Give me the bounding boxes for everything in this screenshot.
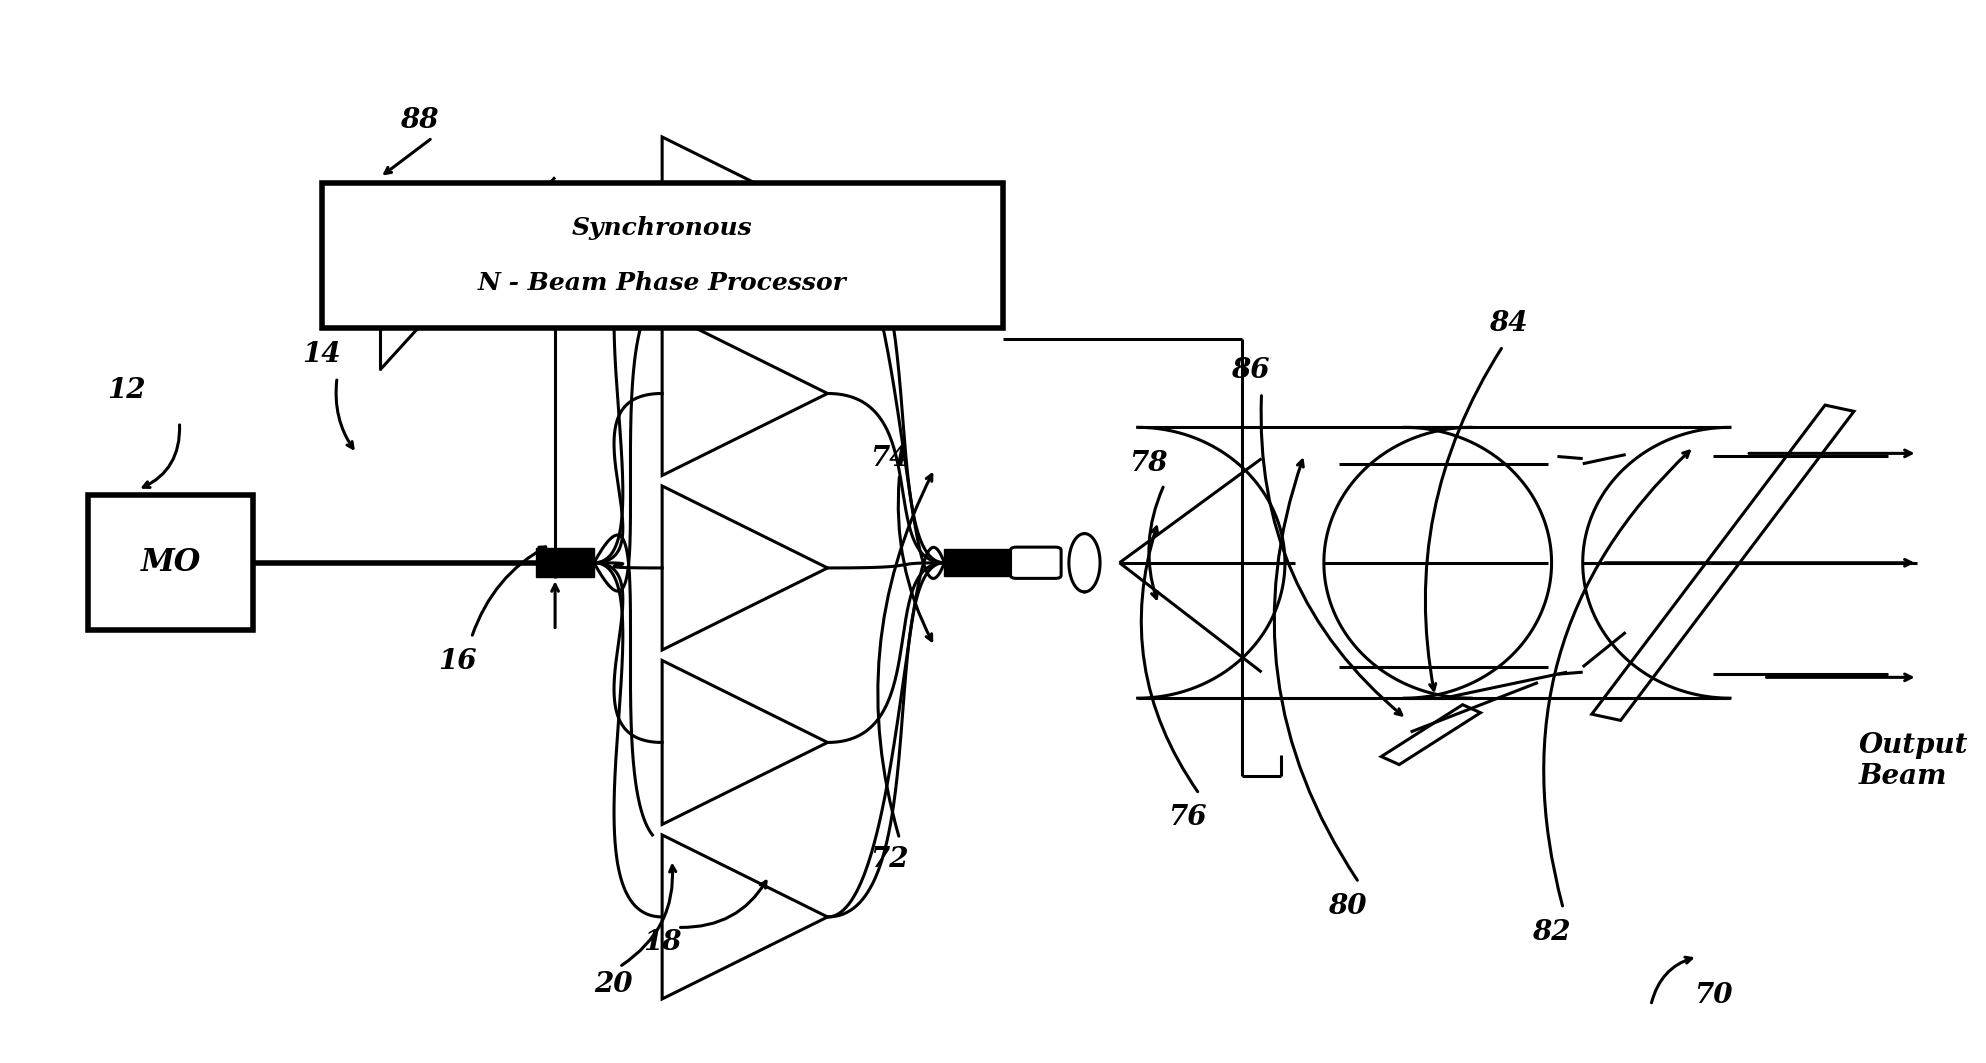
Text: 86: 86	[1231, 356, 1269, 384]
Text: 82: 82	[1533, 919, 1571, 946]
Text: 72: 72	[870, 846, 910, 873]
Text: 70: 70	[1694, 981, 1732, 1009]
Text: 78: 78	[1130, 451, 1168, 477]
FancyBboxPatch shape	[87, 495, 254, 630]
Text: 16: 16	[439, 648, 477, 675]
Text: 76: 76	[1168, 805, 1207, 831]
FancyBboxPatch shape	[945, 550, 1009, 576]
Text: 14: 14	[302, 341, 342, 368]
Text: 80: 80	[1329, 893, 1366, 919]
FancyBboxPatch shape	[322, 183, 1003, 328]
Text: Output
Beam: Output Beam	[1859, 731, 1968, 790]
Text: 84: 84	[1490, 309, 1527, 337]
Text: 74: 74	[870, 445, 910, 472]
FancyBboxPatch shape	[536, 549, 594, 577]
Text: MO: MO	[141, 547, 201, 578]
Text: 18: 18	[643, 929, 681, 957]
Text: 88: 88	[399, 106, 439, 134]
Text: Synchronous: Synchronous	[572, 217, 753, 240]
Text: N - Beam Phase Processor: N - Beam Phase Processor	[479, 270, 846, 294]
Text: 20: 20	[594, 972, 634, 998]
FancyBboxPatch shape	[1011, 547, 1061, 578]
Text: 12: 12	[107, 377, 147, 404]
